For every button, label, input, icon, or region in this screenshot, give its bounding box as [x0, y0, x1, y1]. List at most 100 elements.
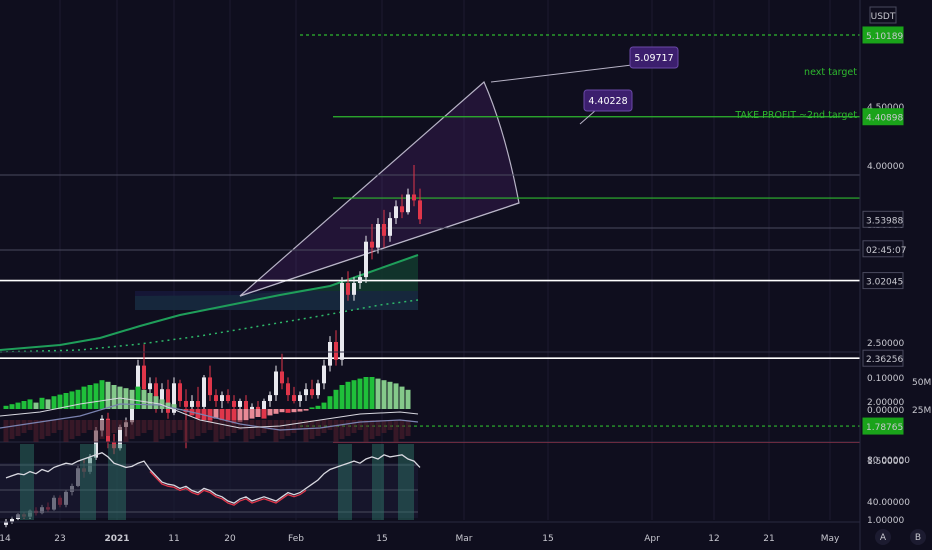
macd-bar: [261, 409, 267, 419]
macd-bar: [285, 409, 291, 413]
price-badge-bg: [862, 240, 904, 258]
price-badge: 2.36256: [862, 349, 904, 367]
price-badge-bg: [862, 26, 904, 44]
time-tick: 12: [708, 534, 719, 544]
volume-bar: [225, 420, 231, 436]
candle: [166, 379, 170, 419]
candle: [196, 386, 200, 411]
candle-body: [154, 383, 158, 407]
price-badge: 5.10189: [862, 26, 904, 44]
candle: [286, 377, 290, 401]
candle-body: [196, 401, 200, 407]
rsi-bear-path: [149, 471, 307, 506]
candle: [142, 344, 146, 396]
candle-body: [340, 283, 344, 360]
volume-bar: [237, 420, 243, 430]
volume-bar: [111, 420, 117, 433]
candle-body: [346, 283, 350, 295]
candle-body: [322, 365, 326, 384]
candle-body: [382, 224, 386, 236]
volume-bar: [195, 420, 201, 436]
macd-bar: [141, 389, 147, 409]
candle: [412, 165, 416, 207]
candle: [310, 379, 314, 399]
candle-body: [190, 401, 194, 407]
candle-body: [418, 200, 422, 220]
volume-bar: [387, 420, 393, 430]
candle: [220, 391, 224, 409]
candle: [304, 383, 308, 401]
candle: [376, 218, 380, 254]
volume-bar: [9, 420, 15, 439]
macd-bar: [243, 409, 249, 421]
volume-bar: [213, 420, 219, 442]
volume-bar: [3, 420, 9, 442]
log-button-label[interactable]: B: [915, 533, 921, 543]
macd-bar: [93, 383, 99, 409]
volume-bar: [99, 420, 105, 439]
volume-bar: [273, 420, 279, 442]
macd-bar: [75, 389, 81, 409]
candle-body: [178, 383, 182, 401]
volume-bar: [177, 420, 183, 430]
candle-body: [238, 401, 242, 407]
macd-bar: [207, 409, 213, 422]
candle: [4, 519, 8, 528]
macd-bar: [21, 401, 27, 409]
time-tick: Mar: [456, 534, 473, 544]
auto-scale-button[interactable]: A: [875, 529, 891, 545]
rsi-ticks: 80.00000 40.00000: [867, 456, 910, 508]
macd-bar: [237, 409, 243, 422]
candle-body: [130, 401, 134, 423]
volume-bar: [189, 420, 195, 439]
macd-tick: 0.00000: [867, 406, 904, 416]
volume-tick: 50M: [912, 378, 931, 388]
macd-bar: [291, 409, 297, 413]
macd-bar: [63, 393, 69, 409]
candle-body: [112, 442, 116, 449]
candle: [352, 277, 356, 301]
price-badge-text: 4.40898: [866, 114, 903, 124]
macd-bar: [249, 409, 255, 419]
time-tick: Feb: [288, 534, 304, 544]
time-tick: Apr: [644, 534, 660, 544]
price-badge-bg: [862, 210, 904, 228]
volume-bar: [339, 420, 345, 439]
candle: [382, 209, 386, 248]
macd-bar: [345, 381, 351, 409]
log-scale-button[interactable]: B: [910, 529, 926, 545]
volume-bar: [93, 420, 99, 442]
macd-bar: [387, 381, 393, 409]
price-badge-bg: [862, 349, 904, 367]
volume-bar: [243, 420, 249, 442]
macd-bar: [39, 397, 45, 409]
candle-body: [412, 194, 416, 201]
candle-body: [280, 371, 284, 384]
volume-bar: [69, 420, 75, 439]
price-badge: 4.40898: [862, 108, 904, 126]
price-tick: 4.50000: [867, 103, 904, 113]
auto-button-label[interactable]: A: [880, 533, 887, 543]
candle-body: [202, 377, 206, 407]
macd-bar: [9, 404, 15, 409]
price-tick: 2.50000: [867, 339, 904, 349]
candle: [328, 336, 332, 372]
volume-bar: [117, 420, 123, 430]
candle-body: [298, 395, 302, 401]
candle-body: [358, 277, 362, 283]
macd-ticks: 0.10000 0.00000 50M 25M: [867, 374, 931, 416]
volume-bar: [309, 420, 315, 439]
macd-bar: [297, 409, 303, 412]
volume-bar: [333, 420, 339, 442]
macd-bar: [87, 385, 93, 409]
take-profit-label: TAKE PROFIT ~2nd target: [734, 110, 857, 121]
macd-bar: [357, 378, 363, 409]
candle-body: [376, 224, 380, 248]
candle: [418, 188, 422, 224]
price-badge: 3.53988: [862, 210, 904, 228]
time-axis[interactable]: 14 23 2021 11 20 Feb 15 Mar 15 Apr 12 21 May: [0, 534, 840, 544]
volume-bar: [153, 420, 159, 442]
volume-bar: [327, 420, 333, 430]
volume-bar: [291, 420, 297, 433]
